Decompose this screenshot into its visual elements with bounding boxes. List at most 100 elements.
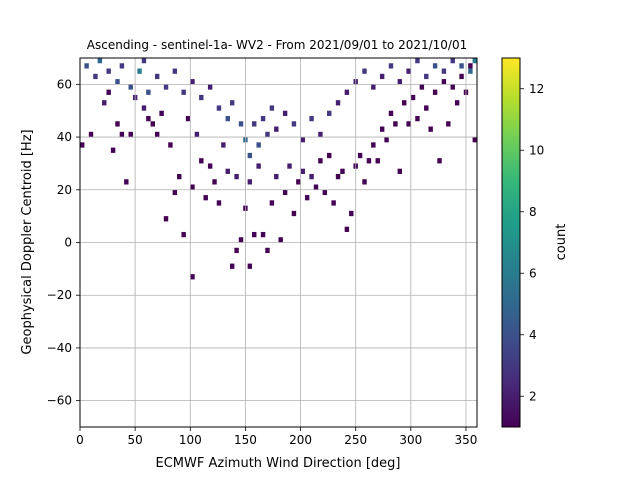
heatmap-cell <box>269 200 275 206</box>
heatmap-cell <box>260 231 266 238</box>
heatmap-cell <box>282 110 288 116</box>
heatmap-cell <box>437 158 442 164</box>
heatmap-cell <box>309 173 314 180</box>
x-tick-label: 250 <box>344 433 367 447</box>
colorbar-tick-label: 4 <box>529 328 537 342</box>
heatmap-cell <box>318 158 323 164</box>
heatmap-cell <box>291 210 297 217</box>
heatmap-cell <box>269 105 275 111</box>
heatmap-cell <box>393 121 398 127</box>
heatmap-cell <box>238 237 244 243</box>
heatmap-cell <box>472 58 477 64</box>
colorbar-label: count <box>554 224 569 261</box>
heatmap-cell <box>252 121 257 127</box>
heatmap-cell <box>322 189 328 196</box>
heatmap-cell <box>159 110 164 116</box>
heatmap-cell <box>119 131 125 138</box>
heatmap-cells <box>80 58 477 280</box>
heatmap-cell <box>375 158 380 164</box>
heatmap-cell <box>327 110 332 116</box>
heatmap-cell <box>252 231 257 238</box>
heatmap-cell <box>181 231 186 238</box>
colorbar-ticks: 2 4 6 8 10 12 <box>520 82 544 403</box>
heatmap-cell <box>379 126 385 132</box>
heatmap-cell <box>256 142 261 148</box>
heatmap-cell <box>265 131 270 138</box>
heatmap-cell <box>441 68 447 74</box>
heatmap-cell <box>282 189 288 196</box>
heatmap-cell <box>168 142 173 148</box>
plot-area: 0 50 100 150 200 250 300 350 −60 −40 −20 0 20 40 60 <box>47 57 478 447</box>
heatmap-cell <box>88 131 94 138</box>
heatmap-cell <box>415 58 420 64</box>
heatmap-cell <box>225 168 230 174</box>
heatmap-cell <box>371 84 376 90</box>
heatmap-cell <box>446 121 451 127</box>
heatmap-cell <box>454 100 460 106</box>
x-tick-label: 200 <box>289 433 312 447</box>
heatmap-cell <box>265 247 270 254</box>
heatmap-cell <box>274 173 279 180</box>
heatmap-cell <box>384 137 389 143</box>
heatmap-cell <box>318 131 323 138</box>
heatmap-cell <box>216 105 222 111</box>
heatmap-cell <box>207 84 213 90</box>
heatmap-cell <box>247 152 253 159</box>
colorbar: 2 4 6 8 10 12 count <box>501 57 569 428</box>
colorbar-tick-label: 12 <box>529 82 544 96</box>
heatmap-cell <box>278 237 283 243</box>
heatmap-cell <box>194 131 200 138</box>
heatmap-cell <box>459 63 464 69</box>
x-tick-label: 50 <box>127 433 142 447</box>
heatmap-cell <box>357 152 363 159</box>
heatmap-cell <box>450 58 455 64</box>
heatmap-cell <box>406 121 411 127</box>
heatmap-cell <box>300 137 305 143</box>
chart-title: Ascending - sentinel-1a- WV2 - From 2021… <box>87 38 467 52</box>
heatmap-cell <box>344 226 350 232</box>
heatmap-cell <box>309 115 314 122</box>
heatmap-cell <box>450 84 455 90</box>
x-tick-label: 150 <box>234 433 257 447</box>
heatmap-cell <box>366 158 372 164</box>
heatmap-cell <box>300 168 305 174</box>
heatmap-cell <box>304 195 310 201</box>
heatmap-cell <box>110 147 116 153</box>
colorbar-gradient <box>502 58 520 427</box>
heatmap-cell <box>221 142 226 148</box>
x-tick-label: 300 <box>399 433 422 447</box>
x-tick-label: 350 <box>455 433 478 447</box>
y-tick-label: 60 <box>57 77 72 91</box>
heatmap-cell <box>212 179 217 185</box>
heatmap-cell <box>128 84 133 90</box>
heatmap-cell <box>106 89 111 95</box>
heatmap-cell <box>424 73 429 80</box>
heatmap-cell <box>362 179 367 185</box>
heatmap-cell <box>415 115 420 122</box>
heatmap-cell <box>172 68 178 74</box>
heatmap-cell <box>190 184 195 190</box>
heatmap-cell <box>102 100 107 106</box>
heatmap-cell <box>331 200 336 206</box>
heatmap-cell <box>234 247 239 254</box>
heatmap-cell <box>388 110 394 116</box>
heatmap-cell <box>296 179 301 185</box>
heatmap-cell <box>141 105 147 111</box>
y-tick-label: 0 <box>64 236 72 250</box>
heatmap-cell <box>349 210 354 217</box>
heatmap-cell <box>388 63 394 69</box>
heatmap-cell <box>141 58 147 64</box>
heatmap-cell <box>234 173 239 180</box>
heatmap-cell <box>247 263 253 269</box>
heatmap-cell <box>340 168 345 174</box>
x-tick-label: 0 <box>76 433 84 447</box>
heatmap-cell <box>207 163 213 169</box>
heatmap-cell <box>379 73 385 80</box>
heatmap-cell <box>424 105 429 111</box>
heatmap-cell <box>150 121 155 127</box>
heatmap-cell <box>190 274 195 280</box>
heatmap-cell <box>432 89 438 95</box>
heatmap-cell <box>229 263 235 269</box>
heatmap-cell <box>335 173 341 180</box>
heatmap-cell <box>146 89 151 95</box>
